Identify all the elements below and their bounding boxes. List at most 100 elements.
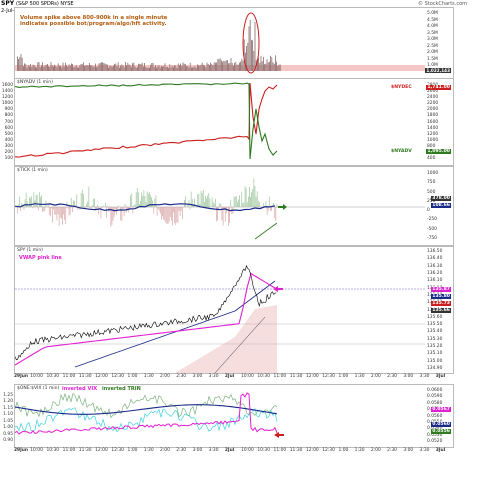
volume-bar (57, 63, 59, 71)
volume-bar (75, 65, 77, 71)
tick-bar (193, 204, 194, 207)
axis-tick-label: 1400 (427, 125, 439, 131)
volume-bar (23, 66, 24, 71)
tick-bar (175, 207, 177, 226)
volume-bar (242, 60, 244, 71)
volume-bar (32, 64, 34, 71)
volume-bar (78, 67, 79, 71)
volume-bar (161, 65, 162, 71)
volume-annotation: Volume spike above 800-900k in a single … (20, 15, 167, 27)
volume-bar (219, 58, 221, 71)
volume-bar (80, 63, 82, 71)
volume-bar (257, 61, 258, 71)
axis-tick-label: 0.0520 (427, 439, 443, 444)
volume-bar (211, 63, 213, 71)
volume-bar (35, 66, 36, 71)
volume-bar (251, 39, 252, 71)
time-tick-label: 3Jul (435, 374, 446, 379)
tick-bar (249, 186, 250, 207)
tick-bar (131, 193, 133, 207)
time-tick-label: 10:30 (46, 448, 60, 453)
tick-bar (52, 207, 53, 223)
vix-panel: $ONE:$VIX (1 min) inverted VIX inverted … (3, 384, 454, 448)
volume-bar (134, 66, 136, 71)
volume-bar (176, 67, 178, 71)
volume-bar (215, 62, 216, 71)
axis-tick-label: 600 (4, 125, 13, 131)
volume-bar (213, 62, 215, 71)
tick-bar (124, 204, 126, 207)
tick-bar (47, 203, 49, 207)
tick-bar (226, 207, 227, 214)
tick-bar (259, 202, 260, 207)
tick-bar (134, 204, 136, 207)
vix-ratio-line (14, 392, 278, 435)
volume-bar (117, 62, 119, 71)
tick-bar (76, 194, 78, 207)
axis-tick-label: -750 (427, 236, 437, 241)
tick-bar (37, 207, 39, 211)
vix-right-axis: 0.06000.05900.05800.05700.05600.05500.05… (425, 388, 453, 444)
axis-tick-label: 0 (427, 208, 430, 214)
tick-bar (87, 201, 89, 207)
volume-bar (77, 67, 78, 71)
time-tick-label: 2:00 (370, 374, 381, 379)
price-tag-1: 135.87 (431, 287, 451, 292)
time-tick-label: 2:00 (160, 448, 170, 453)
tick-bar (88, 186, 90, 207)
tick-bar (53, 207, 54, 210)
tick-bar (208, 193, 210, 207)
axis-tick-label: 135.00 (427, 358, 443, 364)
volume-bar (169, 64, 171, 71)
time-tick-label: 11:00 (273, 374, 287, 379)
volume-bar (48, 66, 49, 71)
volume-bar (59, 65, 60, 71)
tick-bar (130, 195, 131, 207)
time-tick-label: 12:30 (111, 448, 124, 453)
tick-bar (112, 207, 114, 221)
volume-bar (195, 67, 197, 71)
tick-bar (121, 207, 123, 221)
volume-bar (263, 56, 264, 71)
time-tick-label: 1:30 (354, 448, 365, 453)
volume-bar (91, 65, 93, 71)
time-tick-label: 10:00 (30, 448, 43, 453)
tick-bar (110, 207, 112, 227)
tick-bar (111, 207, 113, 225)
volume-bar (27, 65, 29, 71)
tick-bar (51, 207, 52, 209)
volume-bar (150, 64, 151, 71)
volume-bar (53, 66, 54, 71)
volume-bar (139, 63, 141, 71)
tick-bar (215, 198, 216, 207)
tick-bar (218, 207, 219, 210)
tick-bar (248, 196, 249, 207)
volume-bar (43, 66, 45, 71)
volume-bar (143, 66, 144, 71)
volume-bar (21, 57, 23, 71)
tick-bar (190, 191, 192, 207)
volume-bar (38, 62, 40, 71)
tick-bar (149, 192, 150, 207)
time-tick-label: 11:30 (78, 374, 92, 379)
time-tick-label: 12:00 (306, 374, 319, 379)
axis-tick-label: 135.60 (427, 314, 443, 320)
symbol-name: (S&P 500 SPDRs) NYSE (16, 1, 74, 7)
volume-bar (99, 62, 101, 71)
volume-bar (37, 62, 39, 71)
tick-bar (220, 203, 222, 207)
tick-bar (74, 201, 75, 207)
volume-bar (199, 65, 201, 71)
time-tick-label: 2:30 (176, 374, 187, 379)
tick-bar (172, 207, 173, 226)
vix-chart (14, 392, 284, 438)
volume-bar (44, 65, 46, 71)
tick-bar (164, 207, 166, 221)
tick-bar (142, 195, 144, 207)
tick-bar (18, 204, 19, 207)
volume-bar (273, 63, 275, 71)
tick-bar (187, 203, 189, 207)
tick-bar (85, 207, 86, 208)
tick-trendline (254, 222, 278, 240)
tick-bar (182, 207, 183, 220)
